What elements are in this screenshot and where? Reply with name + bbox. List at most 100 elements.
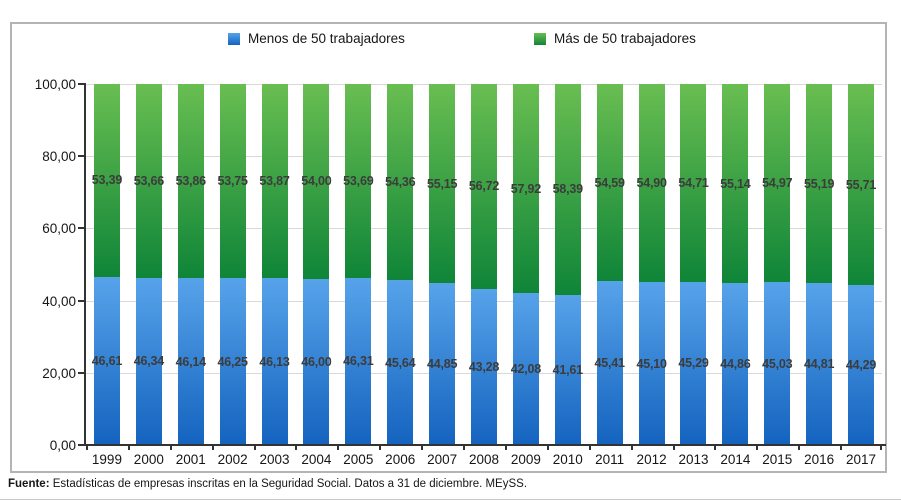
segment-mas-2009 — [512, 84, 539, 294]
data-label-menos-2001: 46,14 — [175, 354, 206, 369]
x-axis-line — [84, 444, 886, 446]
segment-menos-2015 — [764, 282, 791, 445]
x-axis-tick — [295, 445, 298, 450]
x-axis-tick — [169, 445, 172, 450]
x-axis-tick — [463, 445, 466, 450]
y-axis-line — [84, 83, 86, 446]
segment-mas-2012 — [638, 84, 665, 283]
data-label-menos-2011: 45,41 — [594, 356, 625, 371]
data-label-mas-2012: 54,90 — [636, 176, 667, 191]
bar-2002 — [219, 84, 246, 445]
x-axis-tick — [127, 445, 130, 450]
y-axis-tick — [78, 299, 86, 302]
x-axis-label-2010: 2010 — [552, 452, 583, 467]
data-label-mas-2017: 55,71 — [845, 177, 877, 192]
y-axis-label: 20,00 — [42, 365, 76, 381]
data-label-mas-2002: 53,75 — [217, 174, 248, 189]
segment-mas-2002 — [219, 84, 246, 279]
segment-mas-2010 — [554, 84, 581, 295]
source-note-text: Estadísticas de empresas inscritas en la… — [49, 478, 528, 490]
segment-mas-2017 — [848, 84, 875, 286]
x-axis-tick — [880, 445, 882, 450]
segment-menos-2000 — [135, 277, 162, 445]
bar-2003 — [261, 84, 288, 445]
x-axis-label-2015: 2015 — [762, 452, 793, 467]
segment-mas-2015 — [764, 84, 791, 283]
x-axis-label-2013: 2013 — [678, 452, 709, 467]
segment-menos-2003 — [261, 278, 288, 445]
y-axis-label: 60,00 — [42, 221, 76, 237]
x-axis-tick — [546, 445, 549, 450]
data-label-menos-1999: 46,61 — [91, 353, 123, 368]
source-note-label: Fuente: — [8, 478, 50, 490]
legend-item-menos: Menos de 50 trabajadores — [228, 31, 405, 46]
segment-mas-2008 — [471, 84, 497, 289]
segment-mas-1999 — [93, 84, 120, 277]
segment-mas-2000 — [135, 84, 162, 278]
x-axis-tick — [253, 445, 256, 450]
x-axis-label-1999: 1999 — [91, 452, 122, 467]
data-label-menos-2016: 44,81 — [804, 357, 835, 372]
x-axis-label-2004: 2004 — [301, 452, 332, 467]
bar-2000 — [135, 84, 162, 445]
bar-1999 — [93, 84, 120, 445]
legend-swatch-mas — [534, 32, 546, 45]
x-axis-label-2007: 2007 — [427, 452, 458, 467]
legend-label-mas: Más de 50 trabajadores — [554, 31, 696, 46]
x-axis-tick — [672, 445, 675, 450]
data-label-menos-2012: 45,10 — [636, 356, 667, 371]
segment-mas-2007 — [429, 84, 456, 284]
bar-2006 — [387, 84, 414, 445]
segment-menos-2004 — [303, 278, 330, 445]
data-label-menos-2003: 46,13 — [259, 354, 290, 369]
x-axis-tick — [630, 445, 633, 450]
x-axis-label-2000: 2000 — [133, 452, 164, 467]
data-label-menos-2005: 46,31 — [343, 354, 374, 369]
segment-mas-2006 — [387, 84, 414, 281]
x-axis-label-2017: 2017 — [846, 452, 877, 467]
y-axis-tick — [78, 83, 86, 85]
data-label-mas-2011: 54,59 — [594, 175, 625, 190]
segment-menos-2010 — [554, 294, 581, 445]
bar-2011 — [596, 84, 623, 445]
segment-mas-2001 — [177, 84, 204, 279]
x-axis-tick — [714, 445, 717, 450]
data-label-menos-2009: 42,08 — [510, 362, 542, 377]
bar-2005 — [345, 84, 372, 445]
y-axis-label: 100,00 — [34, 77, 76, 92]
data-label-menos-2015: 45,03 — [762, 356, 793, 371]
segment-menos-2012 — [638, 282, 665, 445]
data-label-mas-2005: 53,69 — [343, 173, 374, 188]
bar-2017 — [848, 84, 875, 445]
segment-menos-1999 — [93, 276, 120, 445]
x-axis-tick — [588, 445, 591, 450]
x-axis-tick — [337, 445, 340, 450]
bar-2016 — [806, 84, 833, 445]
y-axis-tick — [78, 444, 86, 446]
data-label-mas-2001: 53,86 — [175, 174, 206, 189]
x-axis-tick — [756, 445, 759, 450]
segment-mas-2011 — [596, 84, 623, 282]
data-label-menos-2006: 45,64 — [385, 355, 416, 370]
x-axis-tick — [379, 445, 382, 450]
data-label-mas-2013: 54,71 — [678, 175, 709, 190]
data-label-mas-2004: 54,00 — [301, 174, 332, 189]
bar-2004 — [303, 84, 330, 445]
bar-2014 — [722, 84, 749, 445]
bar-2015 — [764, 84, 791, 445]
source-note: Fuente: Estadísticas de empresas inscrit… — [8, 478, 527, 490]
bar-2007 — [429, 84, 456, 445]
data-label-mas-2003: 53,87 — [259, 174, 290, 189]
y-axis-label: 80,00 — [42, 149, 76, 165]
x-axis-label-2012: 2012 — [636, 452, 667, 467]
data-label-menos-2017: 44,29 — [845, 358, 877, 373]
bar-2012 — [638, 84, 665, 445]
segment-menos-2001 — [177, 278, 204, 445]
bar-2010 — [554, 84, 581, 445]
x-axis-tick — [421, 445, 424, 450]
data-label-mas-2007: 55,15 — [426, 176, 458, 191]
segment-mas-2004 — [303, 84, 330, 279]
x-axis-label-2002: 2002 — [217, 452, 248, 467]
segment-menos-2014 — [722, 283, 749, 445]
